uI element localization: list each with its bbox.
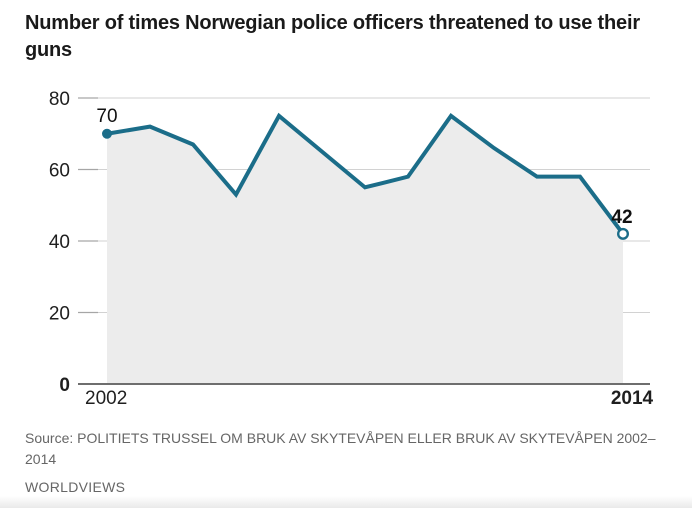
bottom-fade-divider	[0, 496, 692, 508]
line-area-chart: 0 20 40 60 80 2002 2014 70 42	[49, 89, 654, 409]
area-fill	[107, 115, 623, 384]
y-tick-label: 40	[49, 232, 70, 253]
start-point-marker	[102, 128, 112, 139]
point-value-label: 42	[611, 207, 632, 228]
y-tick-label: 80	[49, 89, 70, 110]
y-tick-label: 60	[49, 161, 70, 182]
end-point-marker	[617, 227, 630, 240]
attribution-worldviews: WORLDVIEWS	[25, 479, 126, 495]
x-tick-label: 2014	[611, 388, 654, 409]
y-tick-label: 20	[49, 304, 70, 325]
point-value-label: 70	[96, 106, 117, 127]
data-line	[106, 112, 625, 236]
chart-title: Number of times Norwegian police officer…	[25, 12, 640, 61]
x-tick-label: 2002	[85, 388, 127, 409]
y-tick-label: 0	[59, 375, 70, 396]
source-note: Source: POLITIETS TRUSSEL OM BRUK AV SKY…	[25, 430, 656, 467]
